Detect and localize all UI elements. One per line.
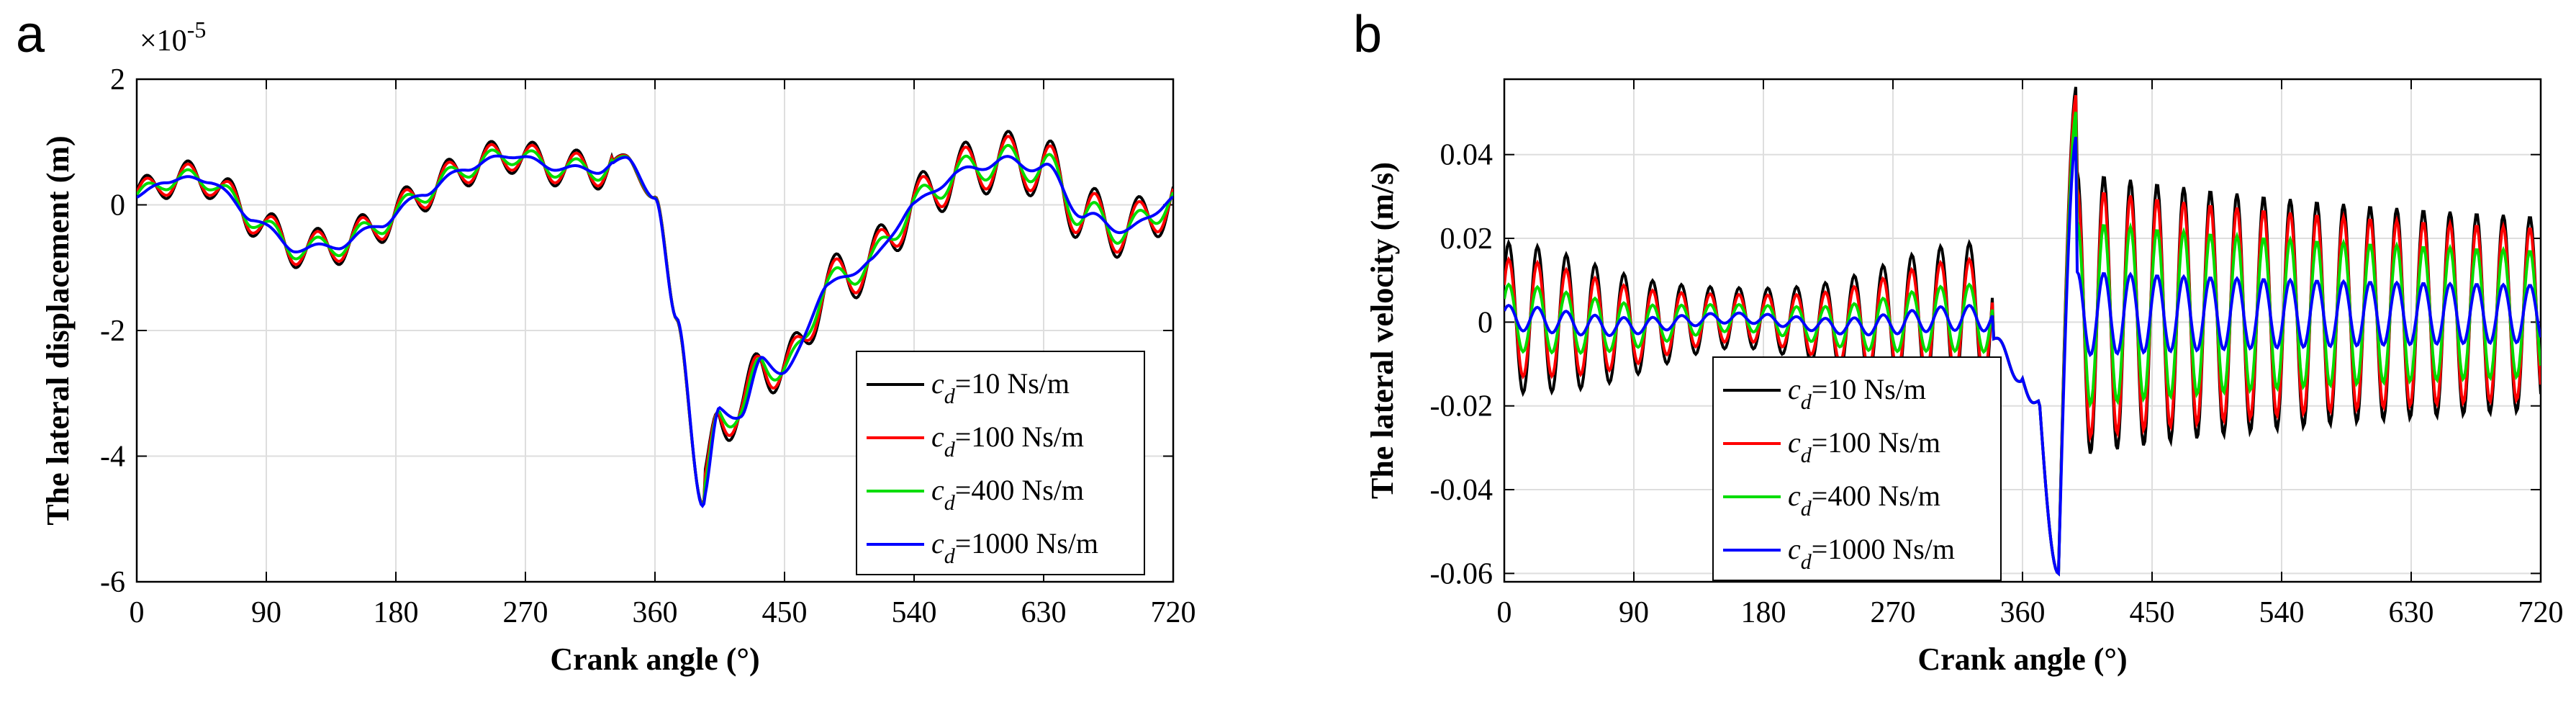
x-tick-label: 450: [762, 596, 808, 629]
chart-panel-a: a 0 90 180 270 360 450 540 630 720 2 0 -2 -4 -6 Crank a…: [16, 6, 1196, 677]
x-tick-label: 0: [130, 596, 145, 629]
x-tick-label: 270: [503, 596, 548, 629]
legend-label: cd=400 Ns/m: [1788, 480, 1940, 521]
y-tick-label: 0: [1478, 306, 1493, 339]
x-tick-label: 720: [1151, 596, 1196, 629]
x-tick-label: 540: [2259, 596, 2305, 629]
y-tick-label: 0: [110, 189, 125, 222]
x-tick-label: 270: [1871, 596, 1916, 629]
y-tick-label: 0.04: [1440, 139, 1493, 172]
legend-label: cd=400 Ns/m: [931, 474, 1084, 515]
legend: cd=10 Ns/m cd=100 Ns/m cd=400 Ns/m cd=1000 …: [1712, 356, 2002, 581]
x-axis-label: Crank angle (°): [1917, 642, 2127, 677]
panel-letter: a: [16, 6, 45, 63]
legend-label: cd=10 Ns/m: [1788, 373, 1926, 414]
y-tick-label: -0.04: [1430, 474, 1493, 507]
y-axis-label: The lateral displacement (m): [40, 135, 76, 525]
legend-label: cd=1000 Ns/m: [931, 527, 1098, 568]
x-axis-label: Crank angle (°): [550, 642, 759, 677]
y-tick-label: -0.06: [1430, 557, 1493, 590]
y-tick-label: -4: [100, 441, 125, 474]
y-tick-label: 2: [110, 63, 125, 96]
x-tick-label: 630: [2389, 596, 2434, 629]
x-tick-label: 540: [892, 596, 937, 629]
legend-box: [856, 351, 1145, 575]
chart-panel-b: b 0 90 180 270 360 450 540 630 720 0.04 0.02 0 -0.02 -…: [1353, 6, 2564, 677]
x-tick-label: 180: [374, 596, 419, 629]
y-axis-label: The lateral velocity (m/s): [1365, 162, 1400, 499]
legend-label: cd=100 Ns/m: [931, 421, 1084, 462]
y-exponent-label: ×10-5: [140, 17, 206, 58]
legend: cd=10 Ns/m cd=100 Ns/m cd=400 Ns/m cd=1000 …: [856, 351, 1145, 575]
y-tick-label: -0.02: [1430, 390, 1493, 423]
x-tick-label: 90: [1619, 596, 1649, 629]
legend-label: cd=1000 Ns/m: [1788, 533, 1955, 574]
legend-label: cd=100 Ns/m: [1788, 426, 1940, 467]
y-tick-label: 0.02: [1440, 222, 1493, 256]
y-tick-label: -2: [100, 315, 125, 348]
x-tick-label: 630: [1021, 596, 1067, 629]
x-tick-label: 450: [2130, 596, 2175, 629]
legend-label: cd=10 Ns/m: [931, 367, 1070, 408]
x-tick-label: 180: [1741, 596, 1786, 629]
series-line-3: [137, 154, 1173, 508]
legend-box: [1712, 356, 2002, 581]
series-line-3: [1504, 136, 2541, 577]
y-tick-label: -6: [100, 566, 125, 599]
x-tick-label: 720: [2518, 596, 2564, 629]
panel-letter: b: [1353, 6, 1382, 63]
x-tick-label: 0: [1497, 596, 1512, 629]
x-tick-label: 360: [633, 596, 678, 629]
x-tick-label: 90: [251, 596, 281, 629]
x-tick-label: 360: [2000, 596, 2046, 629]
